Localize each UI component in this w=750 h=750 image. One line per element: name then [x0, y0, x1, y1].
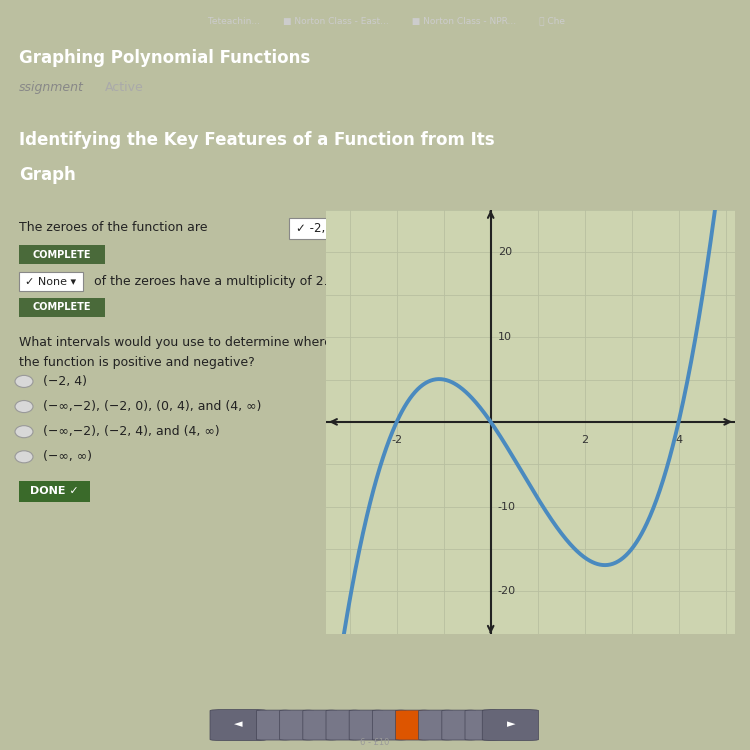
Text: (−∞,−2), (−2, 0), (0, 4), and (4, ∞): (−∞,−2), (−2, 0), (0, 4), and (4, ∞)	[43, 400, 261, 413]
FancyBboxPatch shape	[303, 710, 337, 740]
Text: Teteachin...        ■ Norton Class - East...        ■ Norton Class - NPR...     : Teteachin... ■ Norton Class - East... ■ …	[185, 16, 565, 26]
Text: 6 - £10: 6 - £10	[360, 738, 390, 747]
Text: Graph: Graph	[19, 166, 76, 184]
FancyBboxPatch shape	[289, 218, 454, 239]
Circle shape	[15, 426, 33, 438]
FancyBboxPatch shape	[326, 710, 360, 740]
Text: (−∞,−2), (−2, 4), and (4, ∞): (−∞,−2), (−2, 4), and (4, ∞)	[43, 425, 219, 438]
Text: What intervals would you use to determine where: What intervals would you use to determin…	[19, 336, 332, 349]
FancyBboxPatch shape	[419, 710, 452, 740]
Text: Graphing Polynomial Functions: Graphing Polynomial Functions	[19, 49, 310, 67]
FancyBboxPatch shape	[465, 710, 499, 740]
FancyBboxPatch shape	[482, 710, 538, 740]
Text: -20: -20	[498, 586, 516, 596]
Text: 4: 4	[675, 434, 682, 445]
FancyBboxPatch shape	[256, 710, 290, 740]
Bar	[19, 482, 90, 502]
FancyBboxPatch shape	[280, 710, 314, 740]
Text: 20: 20	[498, 248, 512, 257]
Text: 10: 10	[498, 332, 512, 342]
FancyBboxPatch shape	[372, 710, 406, 740]
Bar	[19, 298, 105, 316]
Text: The zeroes of the function are: The zeroes of the function are	[19, 221, 207, 234]
FancyBboxPatch shape	[210, 710, 266, 740]
Text: ◄: ◄	[234, 718, 243, 729]
Circle shape	[15, 400, 33, 412]
Text: of the zeroes have a multiplicity of 2.: of the zeroes have a multiplicity of 2.	[90, 275, 328, 289]
Circle shape	[15, 451, 33, 463]
Text: COMPLETE: COMPLETE	[33, 302, 92, 312]
Text: (−∞, ∞): (−∞, ∞)	[43, 450, 92, 464]
Text: (−2, 4): (−2, 4)	[43, 375, 87, 388]
Bar	[19, 272, 82, 292]
Text: ►: ►	[506, 718, 515, 729]
Text: ssignment: ssignment	[19, 81, 84, 94]
FancyBboxPatch shape	[442, 710, 476, 740]
Text: ✓ -2, 0, and 4 ▾: ✓ -2, 0, and 4 ▾	[296, 222, 387, 236]
Text: -10: -10	[498, 502, 516, 512]
Text: Identifying the Key Features of a Function from Its: Identifying the Key Features of a Functi…	[19, 130, 494, 148]
Text: DONE ✓: DONE ✓	[30, 487, 79, 496]
Bar	[19, 245, 105, 264]
Text: COMPLETE: COMPLETE	[33, 250, 92, 259]
Circle shape	[15, 376, 33, 388]
Text: 2: 2	[581, 434, 588, 445]
FancyBboxPatch shape	[395, 710, 429, 740]
Text: -2: -2	[392, 434, 402, 445]
FancyBboxPatch shape	[350, 710, 383, 740]
Text: the function is positive and negative?: the function is positive and negative?	[19, 356, 254, 369]
Text: ✓ None ▾: ✓ None ▾	[25, 277, 76, 287]
Text: Active: Active	[105, 81, 144, 94]
